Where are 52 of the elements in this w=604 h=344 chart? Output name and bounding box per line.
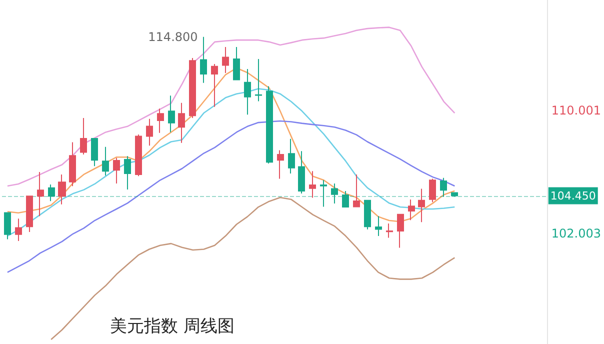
candlestick: [124, 156, 131, 190]
line-series: [6, 67, 456, 222]
candlestick: [440, 177, 447, 198]
candlestick: [189, 58, 196, 118]
candlestick: [397, 214, 404, 248]
y-tick-label: 110.001: [551, 104, 601, 118]
candlestick: [69, 142, 76, 187]
candlestick: [91, 138, 98, 167]
candlestick: [80, 117, 87, 155]
ref-line-label: 104.450: [550, 189, 596, 202]
candlestick: [266, 86, 273, 164]
candlestick: [353, 174, 360, 208]
annotation: 114.800: [148, 30, 198, 44]
text: 美元指数 周线图: [110, 316, 234, 336]
line-series: [6, 120, 456, 273]
candlestick: [418, 188, 425, 223]
candlestick: [342, 190, 349, 208]
candlestick: [102, 146, 109, 176]
line-series: [6, 26, 456, 187]
candlestick: [26, 196, 33, 233]
y-tick-label: 102.003: [551, 226, 601, 240]
candlestick: [222, 46, 229, 74]
candlestick: [244, 68, 251, 116]
candlestick: [58, 174, 66, 205]
candlestick: [48, 184, 55, 202]
candlestick: [233, 46, 240, 80]
line-series: [50, 196, 456, 340]
candlestick: [320, 180, 327, 208]
candlestick: [298, 150, 305, 194]
candlestick: [168, 95, 175, 133]
candlestick: [277, 150, 284, 180]
candlestick: [331, 183, 338, 204]
candlestick: [429, 178, 436, 203]
candlestick: [178, 102, 185, 144]
candlestick: [451, 192, 458, 198]
candlestick: [37, 172, 44, 217]
candlestick: [146, 118, 153, 146]
candlestick: [364, 200, 371, 230]
candlestick: [386, 222, 393, 238]
candlestick: [288, 138, 295, 174]
candlestick: [4, 212, 11, 240]
candlestick: [211, 64, 218, 108]
candlestick: [15, 218, 22, 242]
candlestick: [375, 216, 382, 237]
candlestick: [135, 134, 142, 177]
candlestick: [255, 58, 262, 102]
candlestick: [309, 170, 316, 198]
candlestick: [157, 108, 164, 134]
line-series: [6, 88, 456, 237]
candlestick: [113, 157, 120, 184]
candlestick: [200, 36, 207, 84]
candlestick: [408, 198, 415, 221]
